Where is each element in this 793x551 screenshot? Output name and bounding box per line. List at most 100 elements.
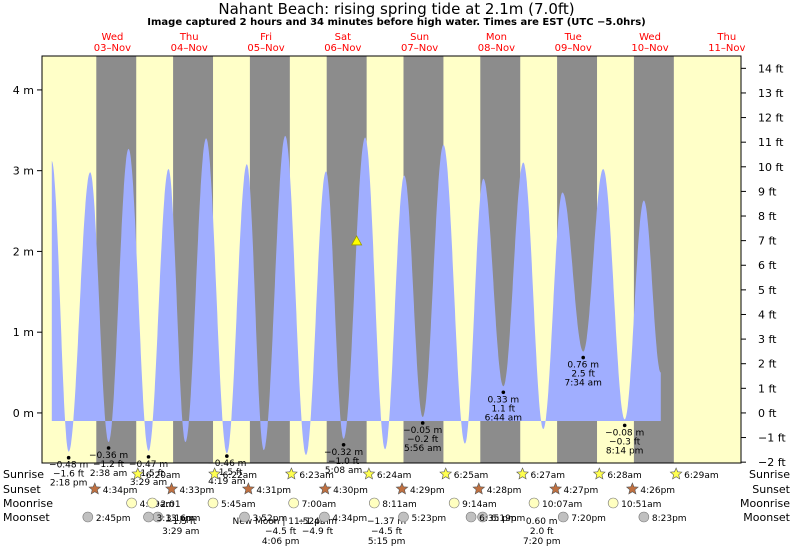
sunrise-marker	[362, 467, 376, 480]
low-tide-height-m: 0.33 m	[488, 395, 520, 405]
below-axis-label: −1.37 m	[367, 517, 406, 527]
y-right-tick-label: 14 ft	[758, 62, 784, 75]
low-tide-time: 8:14 pm	[606, 446, 644, 456]
sunrise-row-label: Sunrise	[3, 468, 44, 481]
moonrise-time: 9:14am	[462, 500, 497, 510]
sunrise-time: 6:29am	[684, 471, 719, 481]
low-tide-height-ft: −1.5 ft	[211, 468, 243, 478]
moonset-marker	[557, 511, 569, 523]
low-tide-dot	[225, 454, 229, 458]
sunrise-marker	[131, 467, 145, 480]
sunrise-time: 6:25am	[454, 471, 489, 481]
day-name-label: Wed	[102, 32, 124, 43]
below-axis-label: −1.49 m	[298, 517, 337, 527]
below-axis-label: New Moon | 11:52pm	[233, 517, 329, 527]
below-axis-label: 5:15 pm	[368, 537, 406, 547]
sunset-time: 4:33pm	[180, 486, 215, 496]
low-tide-time: 5:56 am	[404, 444, 441, 454]
sunrise-marker	[284, 467, 298, 480]
below-axis-label: −4.9 ft	[302, 527, 334, 537]
moonset-marker	[82, 511, 94, 523]
y-left-tick-label: 0 m	[13, 407, 34, 420]
day-date-label: 08–Nov	[478, 43, 515, 54]
sunset-marker	[472, 482, 486, 495]
moonset-time: 8:23pm	[652, 514, 687, 524]
y-right-tick-label: −2 ft	[758, 456, 786, 469]
moonset-time: 3:52pm	[253, 514, 288, 524]
sunset-time: 4:31pm	[256, 486, 291, 496]
low-tide-dot	[420, 421, 425, 425]
y-left-tick-label: 4 m	[13, 84, 34, 97]
y-right-tick-label: 4 ft	[758, 308, 777, 321]
low-tide-height-m: −0.36 m	[89, 451, 128, 461]
day-date-label: 11–Nov	[708, 43, 745, 54]
day-name-label: Thu	[716, 32, 736, 43]
sunset-time: 4:26pm	[640, 486, 675, 496]
day-name-label: Wed	[639, 32, 661, 43]
low-tide-time: 7:34 am	[565, 379, 602, 389]
below-axis-label: 4:06 pm	[262, 537, 300, 547]
day-date-label: 09–Nov	[555, 43, 592, 54]
day-date-label: 03–Nov	[94, 43, 131, 54]
low-tide-height-ft: −0.3 ft	[609, 437, 641, 447]
y-left-tick-label: 2 m	[13, 245, 34, 258]
moonrise-time: 10:51am	[621, 500, 661, 510]
low-tide-height-m: −0.48 m	[49, 461, 88, 471]
y-right-tick-label: 8 ft	[758, 210, 777, 223]
moonset-row-label-right: Moonset	[743, 511, 790, 524]
sunrise-time: 6:24am	[377, 471, 412, 481]
low-tide-dot	[622, 423, 627, 428]
day-date-label: 05–Nov	[247, 43, 284, 54]
sunset-row-label-right: Sunset	[752, 483, 790, 496]
low-tide-height-ft: −1.0 ft	[328, 457, 360, 467]
moonrise-time: 7:00am	[302, 500, 337, 510]
sunset-time: 4:28pm	[487, 486, 522, 496]
moonrise-time: 10:07am	[542, 500, 582, 510]
below-axis-label: −4.5 ft	[371, 527, 403, 537]
moonrise-time: 5:45am	[221, 500, 256, 510]
sunrise-marker	[516, 467, 529, 480]
low-tide-time: 6:44 am	[485, 413, 522, 423]
y-right-tick-label: 3 ft	[758, 333, 777, 346]
sunset-marker	[165, 482, 179, 495]
moonrise-marker	[369, 497, 380, 509]
moonset-time: 5:23pm	[411, 514, 446, 524]
low-tide-time: 2:38 am	[90, 469, 127, 479]
y-right-tick-label: 9 ft	[758, 185, 777, 198]
moonset-marker	[477, 511, 488, 523]
low-tide-dot	[581, 355, 586, 360]
low-tide-height-ft: −1.6 ft	[53, 470, 85, 480]
moonset-time: 6:19pm	[491, 514, 526, 524]
moonrise-marker	[147, 497, 158, 509]
low-tide-height-ft: 1.1 ft	[491, 404, 515, 414]
sunset-time: 4:30pm	[333, 486, 368, 496]
day-date-label: 07–Nov	[401, 43, 438, 54]
moonset-time: 2:45pm	[96, 514, 131, 524]
low-tide-height-m: −0.08 m	[605, 428, 644, 438]
low-tide-height-ft: −0.2 ft	[407, 435, 439, 445]
sunrise-marker	[439, 467, 453, 480]
sunset-time: 4:29pm	[410, 486, 445, 496]
moonrise-marker	[126, 497, 137, 509]
below-axis-label: 3:29 am	[162, 527, 199, 537]
sunset-row-label: Sunset	[3, 483, 41, 496]
day-date-label: 04–Nov	[171, 43, 208, 54]
day-name-label: Mon	[486, 32, 507, 43]
low-tide-dot	[341, 442, 346, 447]
moonrise-row-label: Moonrise	[3, 497, 53, 510]
y-right-tick-label: −1 ft	[758, 432, 786, 445]
sunrise-time: 6:23am	[299, 471, 334, 481]
low-tide-height-m: −0.47 m	[129, 460, 168, 470]
low-tide-height-m: −0.32 m	[324, 448, 363, 458]
low-tide-dot	[501, 390, 506, 395]
moonset-time: 7:20pm	[571, 514, 606, 524]
moonrise-time: 2:01	[160, 500, 180, 510]
moonrise-marker	[207, 497, 219, 509]
sunset-marker	[625, 482, 639, 495]
low-tide-dot	[66, 455, 71, 460]
below-axis-label: −1.5 ft	[165, 517, 197, 527]
moonset-marker	[319, 511, 330, 523]
y-right-tick-label: 11 ft	[758, 136, 784, 149]
low-tide-height-ft: −1.2 ft	[93, 460, 125, 470]
